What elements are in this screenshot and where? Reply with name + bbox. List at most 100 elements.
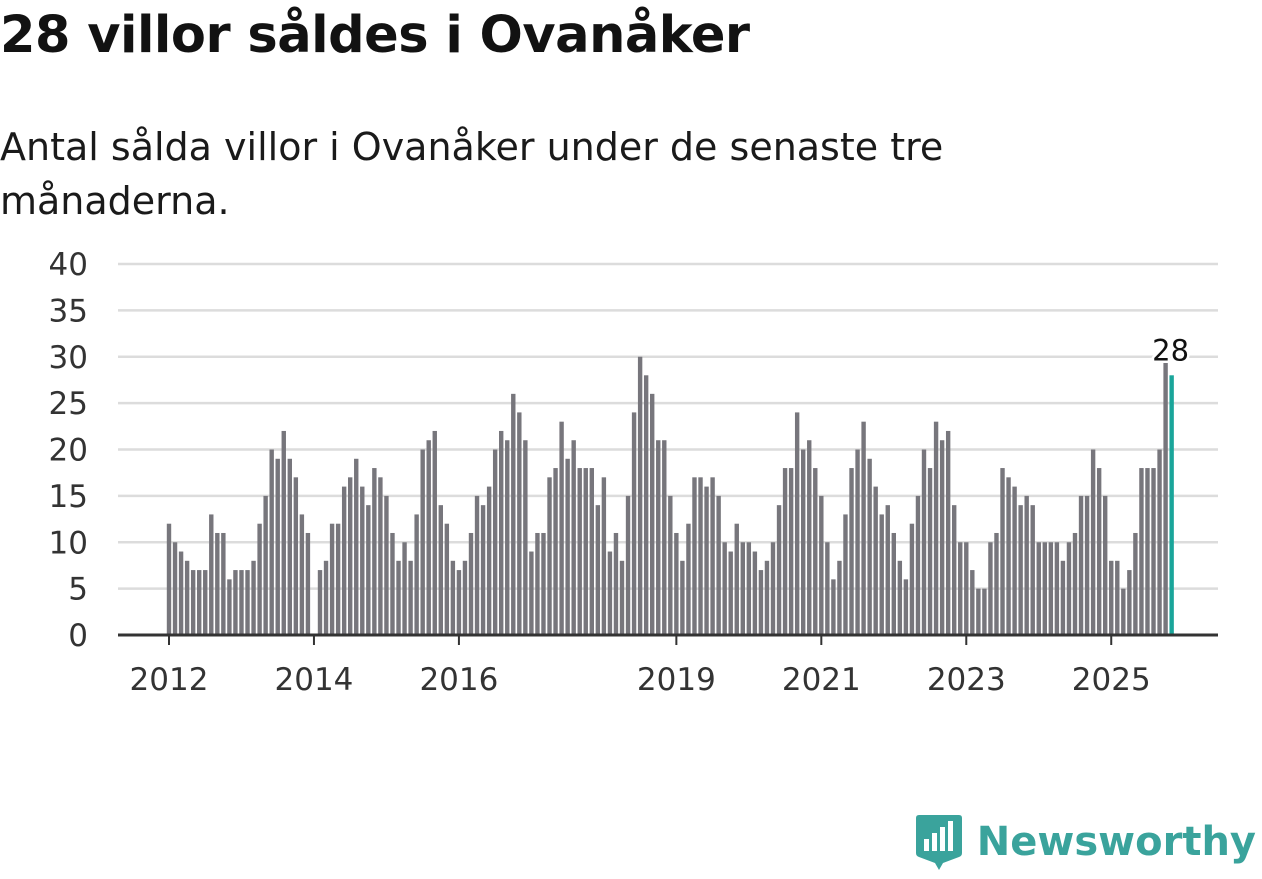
bar (1054, 542, 1060, 635)
y-tick-label: 0 (68, 618, 88, 654)
bar (468, 532, 474, 635)
bar (837, 560, 842, 635)
y-tick-label: 30 (49, 340, 88, 376)
bar (1157, 449, 1162, 635)
bar (184, 560, 190, 635)
annotations: 28 (1150, 331, 1192, 370)
bar (329, 523, 335, 635)
bar (1127, 570, 1132, 635)
bar (263, 495, 268, 635)
bar (1084, 495, 1090, 635)
bar (686, 523, 691, 635)
bar (275, 458, 280, 635)
bar (341, 486, 347, 635)
bar (565, 458, 570, 635)
bar (281, 430, 286, 635)
bar (1121, 588, 1126, 635)
bar (662, 440, 667, 635)
bar (559, 421, 564, 635)
bar (505, 440, 510, 635)
bar (680, 560, 685, 635)
bar (909, 523, 915, 635)
bar (432, 430, 437, 635)
bar (384, 495, 389, 635)
bar (704, 486, 709, 635)
bar (782, 468, 788, 635)
bar (819, 495, 824, 635)
bar (1090, 449, 1096, 635)
y-tick-label: 20 (49, 433, 88, 469)
bar (843, 514, 848, 635)
bar (855, 449, 860, 635)
bar (861, 421, 866, 635)
bar (523, 440, 528, 635)
bar (239, 570, 244, 635)
bar (1042, 542, 1047, 635)
bar (794, 412, 800, 635)
bar (233, 570, 238, 635)
bar (438, 505, 443, 635)
bar (1072, 532, 1078, 635)
bar (547, 477, 552, 635)
bar (450, 560, 456, 635)
chart-subtitle: Antal sålda villor i Ovanåker under de s… (0, 125, 944, 223)
bar (692, 477, 697, 635)
bar (595, 505, 601, 635)
bar (335, 523, 341, 635)
bar (402, 542, 407, 635)
bar (456, 570, 462, 635)
bar (215, 532, 220, 635)
bar (378, 477, 383, 635)
bar (1030, 505, 1035, 635)
bar (976, 588, 981, 635)
bar (221, 532, 226, 635)
y-tick-label: 25 (49, 386, 88, 422)
bar (1036, 542, 1041, 635)
bar (752, 551, 758, 635)
bar (1000, 468, 1005, 635)
bar (758, 570, 764, 635)
bar (492, 449, 498, 635)
bar (1115, 560, 1120, 635)
bar (740, 542, 745, 635)
bar (571, 440, 576, 635)
bar (197, 570, 202, 635)
bar (408, 560, 413, 635)
bar (933, 421, 939, 635)
x-tick-label: 2012 (130, 662, 209, 698)
bar (879, 514, 884, 635)
y-tick-label: 15 (49, 479, 88, 515)
bar (722, 542, 727, 635)
bar (517, 412, 522, 635)
bar (577, 468, 582, 635)
bar (589, 468, 594, 635)
y-tick-label: 35 (49, 293, 88, 329)
bar (499, 430, 504, 635)
bar (807, 440, 812, 635)
bar (203, 570, 208, 635)
x-tick-label: 2023 (927, 662, 1006, 698)
bar (734, 523, 739, 635)
bar (867, 458, 872, 635)
bar (885, 505, 890, 635)
bar (619, 560, 625, 635)
bar (426, 440, 431, 635)
highlight-value-label: 28 (1152, 333, 1189, 367)
bar (396, 560, 401, 635)
bar (299, 514, 305, 635)
bar (414, 514, 419, 635)
bar (970, 570, 975, 635)
bar (849, 468, 854, 635)
bar (1006, 477, 1011, 635)
bar (366, 505, 371, 635)
y-tick-label: 5 (68, 572, 88, 608)
newsworthy-brand: Newsworthy (915, 813, 1256, 871)
bar (939, 440, 945, 635)
bar (245, 570, 250, 635)
bar (964, 542, 969, 635)
bar (958, 542, 963, 635)
bar (716, 495, 721, 635)
bar (952, 505, 957, 635)
x-tick-label: 2021 (782, 662, 861, 698)
